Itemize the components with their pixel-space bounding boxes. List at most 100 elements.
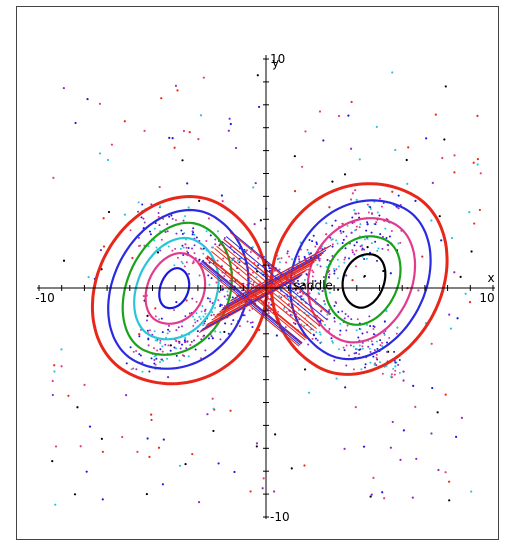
scatter-point [192,260,195,263]
scatter-point [298,260,301,263]
scatter-point [399,458,402,461]
scatter-point [169,349,172,352]
scatter-point [229,279,232,282]
scatter-point [378,214,381,217]
scatter-point [357,212,360,215]
scatter-point [137,236,140,239]
y-axis-ticks [263,58,269,518]
scatter-point [324,323,327,326]
scatter-point [254,181,257,185]
scatter-point [453,154,456,157]
scatter-point [216,259,219,262]
scatter-point [292,321,295,324]
scatter-point [202,247,205,250]
scatter-point [176,256,179,259]
scatter-point [321,289,324,293]
scatter-point [363,257,366,260]
scatter-point [210,335,213,338]
scatter-point [381,345,384,348]
scatter-point [374,362,377,365]
scatter-point [379,233,382,236]
scatter-point [345,329,348,332]
scatter-point [249,490,252,493]
scatter-point [202,335,205,338]
scatter-point [137,201,140,204]
scatter-point [372,328,375,331]
scatter-point [376,347,379,350]
scatter-point [351,251,354,254]
scatter-point [184,215,187,218]
scatter-point [159,342,162,345]
scatter-point [303,324,306,327]
scatter-point [342,230,345,233]
scatter-point [342,346,345,349]
scatter-point [184,243,187,246]
scatter-point [180,260,183,263]
plot-frame: x y -10 10 10 -10 saddle [16,6,499,540]
scatter-point [60,348,63,351]
scatter-point [285,310,288,313]
scatter-point [152,347,155,350]
orbit-curve-right [341,253,387,309]
scatter-point [306,248,309,251]
scatter-point [146,314,149,317]
scatter-point [311,269,314,272]
scatter-point [257,257,260,260]
scatter-point [220,304,223,307]
scatter-point [185,246,188,249]
scatter-point [166,376,170,379]
scatter-point [381,372,384,375]
scatter-point [303,464,306,467]
scatter-point [361,345,364,348]
scatter-point [132,350,135,353]
scatter-point [379,361,382,364]
scatter-point [323,303,327,306]
scatter-point [304,130,307,133]
scatter-point [181,343,184,346]
scatter-point [343,261,346,264]
scatter-point [365,257,368,260]
scatter-point [83,383,86,387]
scatter-point [175,300,178,304]
scatter-point [381,341,384,344]
scatter-point [476,158,480,161]
scatter-point [468,211,471,214]
scatter-point [366,221,369,224]
scatter-point [212,313,215,316]
scatter-point [425,137,428,140]
scatter-point [199,318,202,321]
scatter-point [107,210,111,214]
scatter-point [351,216,354,219]
scatter-point [376,249,379,252]
scatter-point [384,227,387,230]
scatter-point [138,244,141,247]
scatter-point [326,318,329,321]
scatter-point [358,226,361,229]
saddle-strand [214,261,315,318]
scatter-point [325,266,328,269]
scatter-point [299,291,302,294]
scatter-point [102,245,106,248]
scatter-point [197,500,201,504]
scatter-point [173,264,176,267]
scatter-point [293,189,297,193]
scatter-point [153,362,156,365]
scatter-point [188,312,191,315]
scatter-point [478,208,481,212]
scatter-point [257,105,261,109]
scatter-point [370,231,373,234]
scatter-point [350,318,353,321]
scatter-point [328,308,331,311]
scatter-point [315,331,318,334]
scatter-point [285,261,288,264]
scatter-point [331,180,334,183]
scatter-point [203,322,206,325]
scatter-point [328,269,331,272]
scatter-point [229,122,232,126]
scatter-point [73,493,77,496]
scatter-point [311,240,314,243]
scatter-point [329,236,332,239]
scatter-point [361,332,364,335]
scatter-point [345,274,348,277]
scatter-point [331,340,334,343]
